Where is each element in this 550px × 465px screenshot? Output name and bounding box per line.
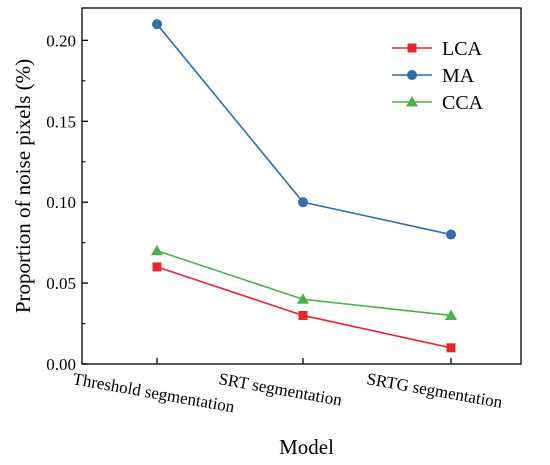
y-tick-label: 0.05 (46, 274, 76, 293)
y-axis-title: Proportion of noise pixels (%) (11, 59, 35, 313)
legend-label-cca: CCA (442, 92, 484, 114)
y-tick-label: 0.00 (46, 355, 76, 374)
x-tick-label: SRTG segmentation (365, 369, 504, 412)
legend-item-ma: MA (392, 65, 475, 87)
series-lca-point (446, 343, 456, 353)
legend: LCA MA CCA (392, 38, 484, 114)
series-cca (151, 244, 457, 320)
series-ma-point (298, 197, 308, 208)
legend-label-lca: LCA (442, 38, 483, 60)
series-lca-point (152, 262, 162, 272)
series-lca (152, 262, 456, 353)
legend-label-ma: MA (442, 65, 475, 87)
series-cca-point (445, 309, 457, 320)
series-cca-point (151, 244, 163, 256)
series-ma (152, 19, 456, 240)
legend-item-cca: CCA (392, 92, 484, 114)
series-lca-line (156, 266, 452, 349)
legend-item-lca: LCA (392, 38, 483, 60)
legend-cca-point (406, 96, 418, 107)
series-cca-line (156, 249, 452, 317)
series-lca-point (298, 310, 308, 320)
series-layer (151, 19, 457, 353)
series-ma-point (446, 229, 456, 240)
series-cca-point (297, 293, 309, 304)
y-tick-label: 0.10 (46, 193, 76, 212)
plot-frame (81, 7, 522, 365)
legend-lca-point (407, 43, 417, 53)
series-ma-point (152, 19, 162, 30)
y-axis-ticks: 0.00 0.05 0.10 0.15 0.20 (46, 31, 88, 374)
x-tick-label: SRT segmentation (217, 369, 344, 409)
x-axis-title: Model (279, 435, 334, 459)
x-tick-label: Threshold segmentation (71, 369, 236, 416)
y-tick-label: 0.15 (46, 112, 76, 131)
y-tick-label: 0.20 (46, 31, 76, 50)
legend-ma-point (407, 70, 417, 80)
axes (81, 7, 522, 365)
